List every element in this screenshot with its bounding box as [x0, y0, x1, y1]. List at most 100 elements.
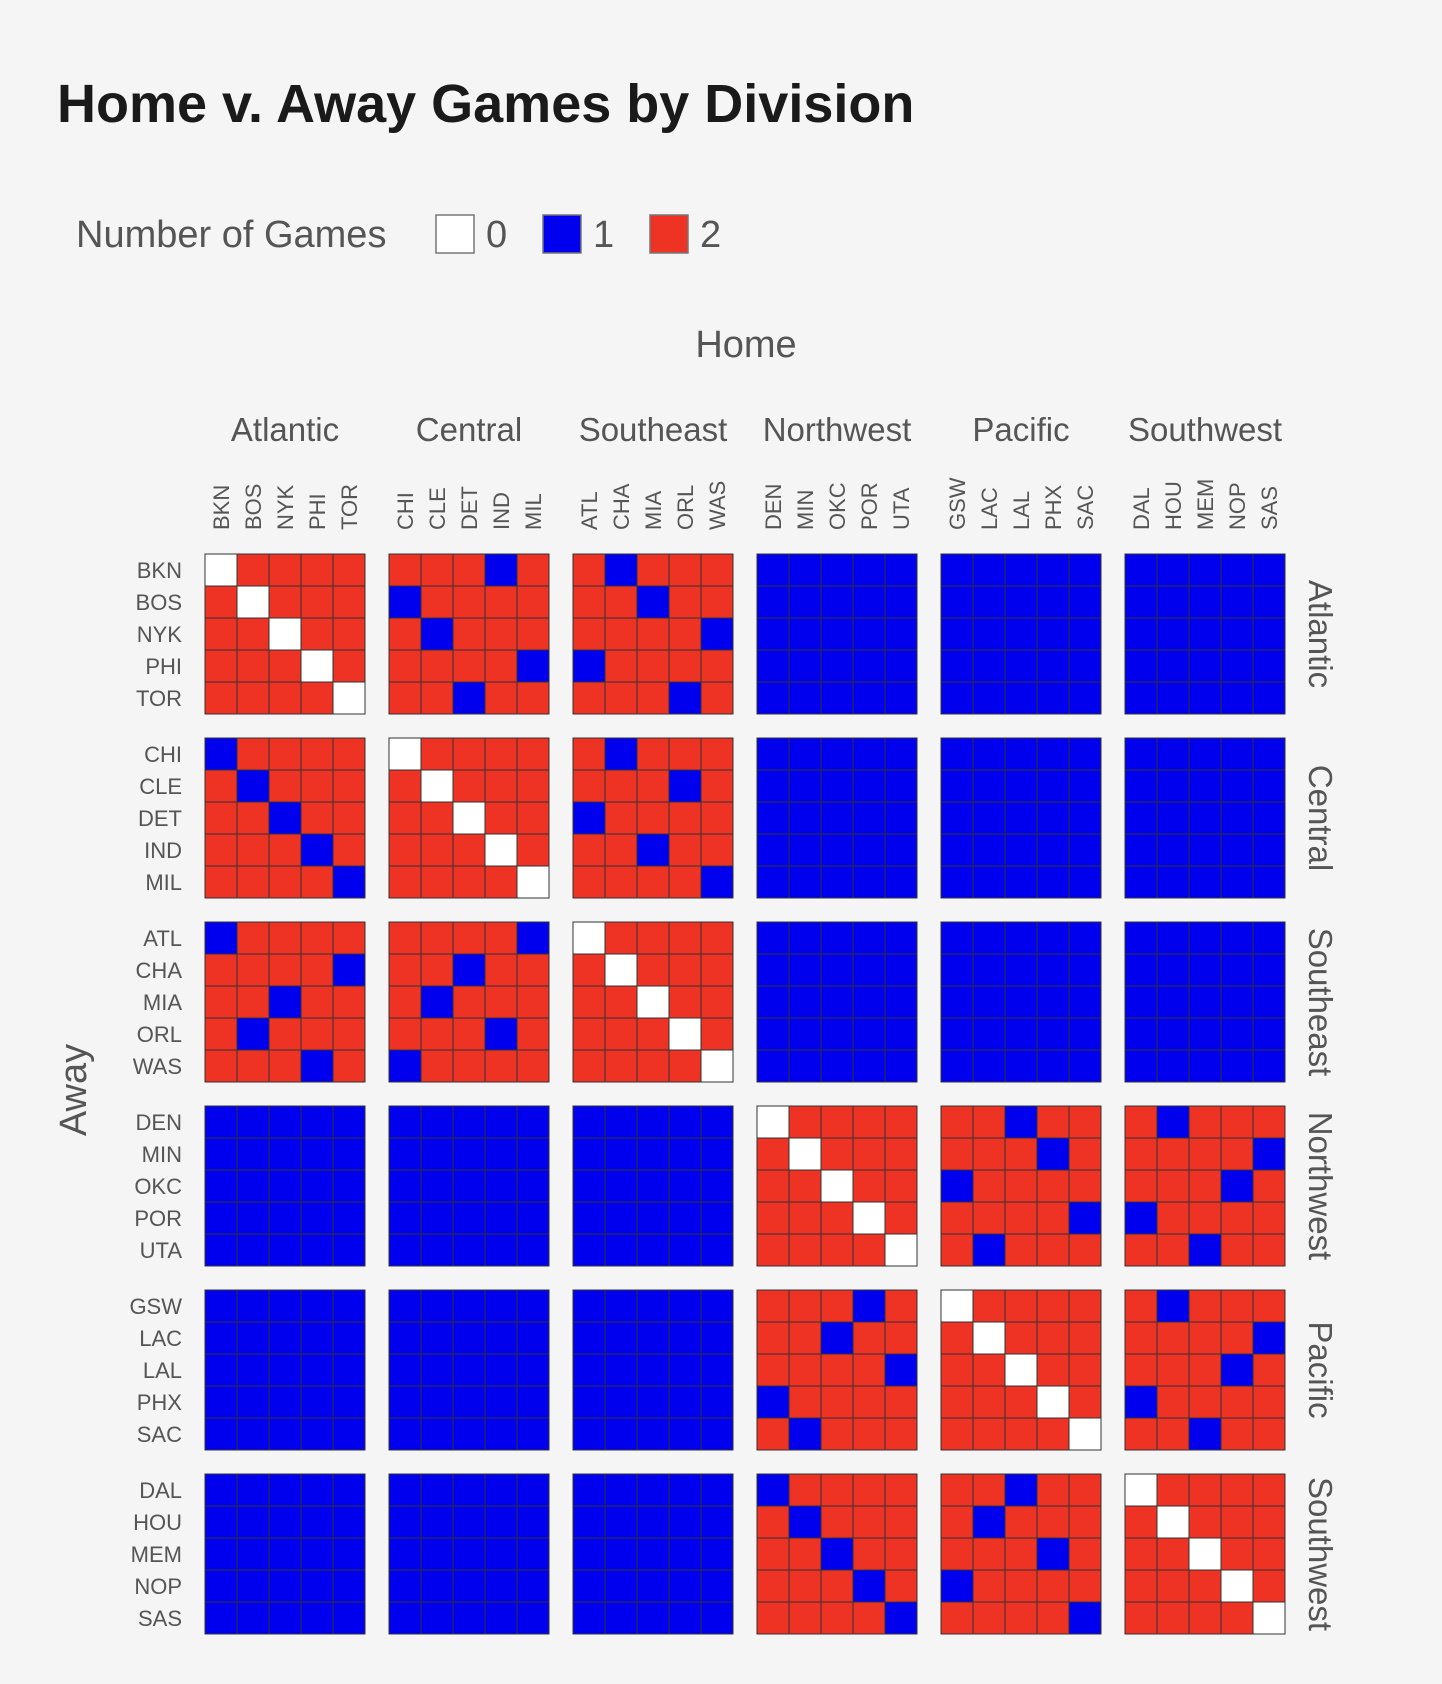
heatmap-cell-bkn-at-hou: [1156, 553, 1190, 587]
heatmap-cell-min-at-uta: [884, 1137, 918, 1171]
heatmap-cell-min-at-bos: [236, 1137, 270, 1171]
heatmap-cell-bos-at-bkn: [204, 585, 238, 619]
heatmap-cell-mil-at-cha: [604, 865, 638, 899]
heatmap-cell-sac-at-bkn: [204, 1417, 238, 1451]
heatmap-cell-cle-at-gsw: [940, 769, 974, 803]
heatmap-cell-sac-at-mia: [636, 1417, 670, 1451]
row-tick-ind: IND: [144, 838, 182, 863]
heatmap-cell-mem-at-mil: [516, 1537, 550, 1571]
heatmap-cell-orl-at-cha: [604, 1017, 638, 1051]
heatmap-cell-det-at-dal: [1124, 801, 1158, 835]
heatmap-cell-cle-at-sac: [1068, 769, 1102, 803]
heatmap-cell-mia-at-chi: [388, 985, 422, 1019]
col-tick-nop: NOP: [1225, 482, 1250, 530]
heatmap-cell-orl-at-okc: [820, 1017, 854, 1051]
heatmap-cell-mil-at-cle: [420, 865, 454, 899]
heatmap-cell-bos-at-min: [788, 585, 822, 619]
heatmap-cell-cha-at-was: [700, 953, 734, 987]
heatmap-cell-cle-at-den: [756, 769, 790, 803]
heatmap-cell-sas-at-mia: [636, 1601, 670, 1635]
heatmap-cell-cha-at-gsw: [940, 953, 974, 987]
heatmap-cell-phi-at-orl: [668, 649, 702, 683]
heatmap-cell-nyk-at-bkn: [204, 617, 238, 651]
heatmap-cell-orl-at-nyk: [268, 1017, 302, 1051]
heatmap-cell-nyk-at-atl: [572, 617, 606, 651]
heatmap-cell-lac-at-det: [452, 1321, 486, 1355]
heatmap-cell-mia-at-orl: [668, 985, 702, 1019]
heatmap-cell-gsw-at-mem: [1188, 1289, 1222, 1323]
heatmap-cell-lac-at-ind: [484, 1321, 518, 1355]
heatmap-cell-mil-at-uta: [884, 865, 918, 899]
heatmap-cell-mem-at-lac: [972, 1537, 1006, 1571]
heatmap-cell-cle-at-hou: [1156, 769, 1190, 803]
heatmap-cell-uta-at-lal: [1004, 1233, 1038, 1267]
heatmap-cell-tor-at-cle: [420, 681, 454, 715]
heatmap-cell-mem-at-atl: [572, 1537, 606, 1571]
heatmap-cell-cha-at-min: [788, 953, 822, 987]
heatmap-cell-ind-at-min: [788, 833, 822, 867]
heatmap-cell-por-at-sac: [1068, 1201, 1102, 1235]
heatmap-cell-hou-at-phi: [300, 1505, 334, 1539]
heatmap-cell-phx-at-den: [756, 1385, 790, 1419]
heatmap-cell-nop-at-orl: [668, 1569, 702, 1603]
heatmap-cell-uta-at-gsw: [940, 1233, 974, 1267]
heatmap-cell-cle-at-cle: [420, 769, 454, 803]
heatmap-cell-sas-at-hou: [1156, 1601, 1190, 1635]
heatmap-cell-bos-at-ind: [484, 585, 518, 619]
row-division-label-atlantic: Atlantic: [1302, 580, 1339, 688]
heatmap-cell-det-at-uta: [884, 801, 918, 835]
heatmap-cell-sas-at-sas: [1252, 1601, 1286, 1635]
legend: Number of Games 0 1 2: [76, 214, 721, 256]
heatmap-cell-bos-at-mem: [1188, 585, 1222, 619]
heatmap-cell-cha-at-lac: [972, 953, 1006, 987]
heatmap-cell-orl-at-det: [452, 1017, 486, 1051]
heatmap-cell-bkn-at-sas: [1252, 553, 1286, 587]
heatmap-cell-det-at-mem: [1188, 801, 1222, 835]
row-tick-det: DET: [138, 806, 182, 831]
heatmap-cell-atl-at-sac: [1068, 921, 1102, 955]
col-tick-bos: BOS: [241, 484, 266, 530]
heatmap-cell-okc-at-uta: [884, 1169, 918, 1203]
col-tick-cle: CLE: [425, 487, 450, 530]
heatmap-cell-mia-at-det: [452, 985, 486, 1019]
col-tick-hou: HOU: [1161, 481, 1186, 530]
heatmap-cell-gsw-at-atl: [572, 1289, 606, 1323]
heatmap-cell-sac-at-phi: [300, 1417, 334, 1451]
heatmap-cell-nop-at-hou: [1156, 1569, 1190, 1603]
heatmap-cell-dal-at-por: [852, 1473, 886, 1507]
col-tick-lal: LAL: [1009, 491, 1034, 530]
heatmap-cell-sac-at-min: [788, 1417, 822, 1451]
heatmap-cell-dal-at-mil: [516, 1473, 550, 1507]
heatmap-cell-det-at-bkn: [204, 801, 238, 835]
heatmap-cell-phx-at-okc: [820, 1385, 854, 1419]
heatmap-cell-nop-at-gsw: [940, 1569, 974, 1603]
heatmap-cell-ind-at-den: [756, 833, 790, 867]
heatmap-cell-okc-at-den: [756, 1169, 790, 1203]
heatmap-cell-min-at-mem: [1188, 1137, 1222, 1171]
heatmap-cell-mil-at-bkn: [204, 865, 238, 899]
heatmap-cell-atl-at-bkn: [204, 921, 238, 955]
heatmap-cell-sas-at-ind: [484, 1601, 518, 1635]
heatmap-cell-mem-at-mia: [636, 1537, 670, 1571]
heatmap-cell-phi-at-sas: [1252, 649, 1286, 683]
heatmap-cell-chi-at-chi: [388, 737, 422, 771]
heatmap-cell-tor-at-gsw: [940, 681, 974, 715]
heatmap-cell-dal-at-cha: [604, 1473, 638, 1507]
heatmap-cell-atl-at-atl: [572, 921, 606, 955]
heatmap-cell-was-at-bos: [236, 1049, 270, 1083]
heatmap-cell-gsw-at-sas: [1252, 1289, 1286, 1323]
heatmap-cell-den-at-min: [788, 1105, 822, 1139]
legend-label-1: 1: [593, 214, 614, 256]
heatmap-cell-mil-at-lac: [972, 865, 1006, 899]
heatmap-cell-mem-at-dal: [1124, 1537, 1158, 1571]
heatmap-cell-dal-at-mem: [1188, 1473, 1222, 1507]
heatmap-cell-det-at-nyk: [268, 801, 302, 835]
heatmap-cell-gsw-at-was: [700, 1289, 734, 1323]
heatmap-cell-phx-at-cha: [604, 1385, 638, 1419]
heatmap-cell-phi-at-was: [700, 649, 734, 683]
heatmap-cell-chi-at-nyk: [268, 737, 302, 771]
heatmap-cell-lac-at-lac: [972, 1321, 1006, 1355]
heatmap-cell-phi-at-lal: [1004, 649, 1038, 683]
heatmap-cell-bos-at-okc: [820, 585, 854, 619]
heatmap-cell-den-at-was: [700, 1105, 734, 1139]
